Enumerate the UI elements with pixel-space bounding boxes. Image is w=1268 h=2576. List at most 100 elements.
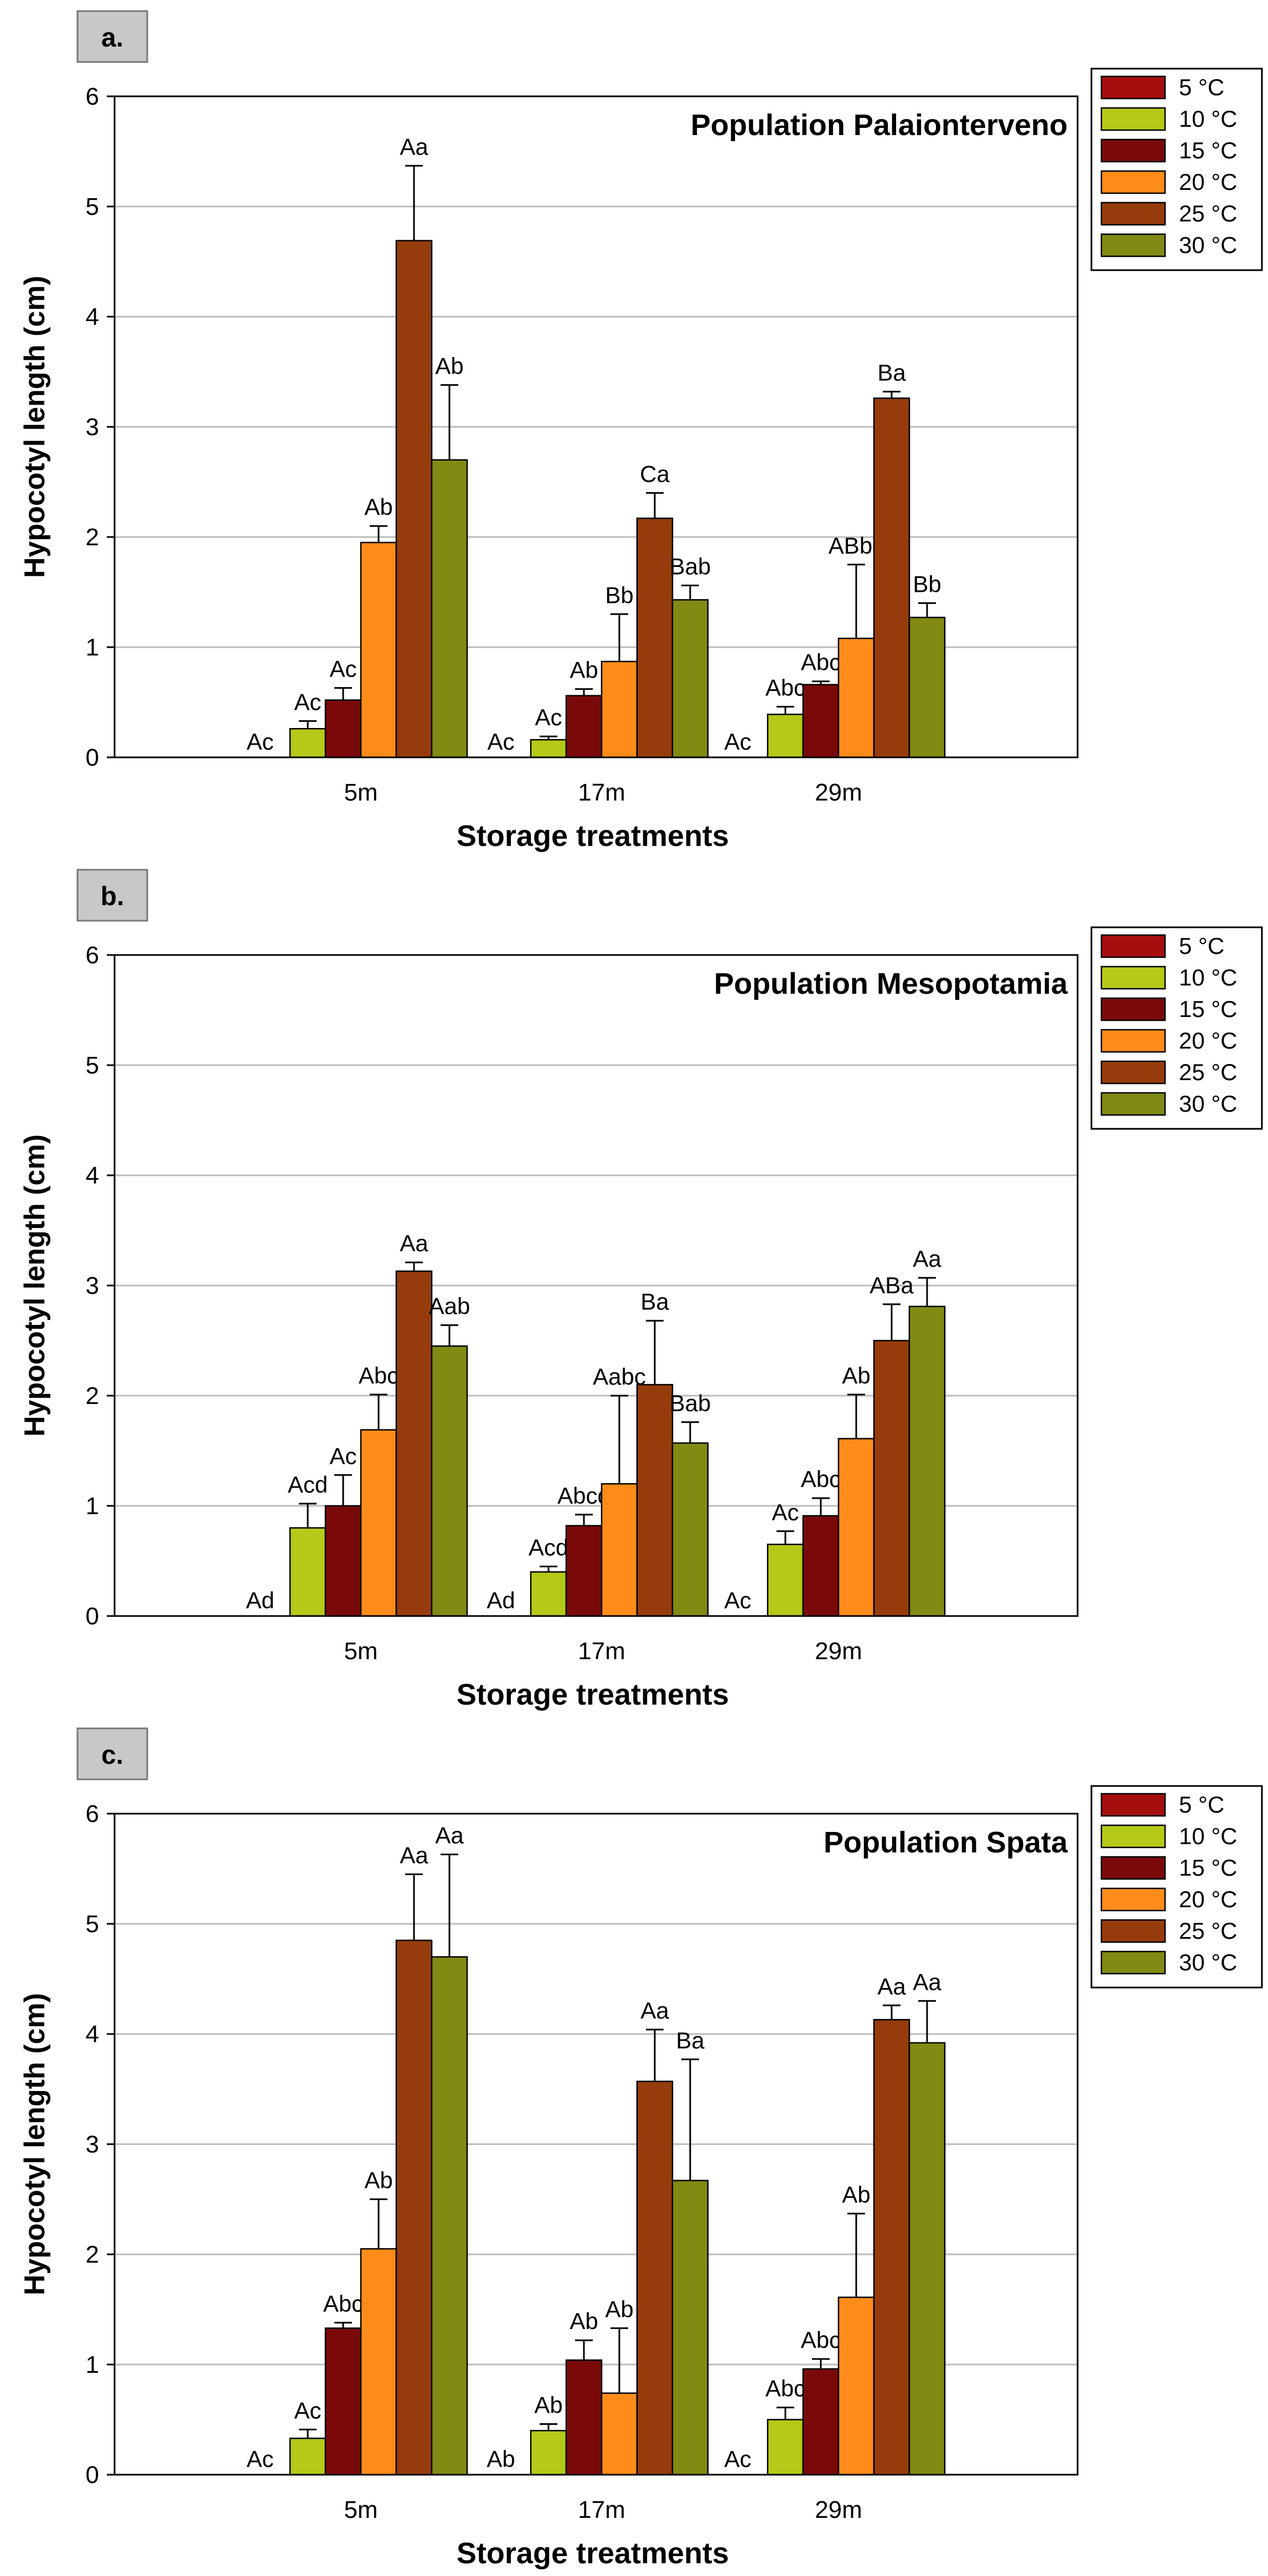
- significance-label: Ad: [487, 1587, 515, 1613]
- plot-frame: [113, 95, 1079, 758]
- significance-label: Ac: [294, 2397, 321, 2423]
- bar: [289, 1527, 327, 1617]
- significance-label: Ba: [640, 1289, 669, 1315]
- bar: [324, 1505, 362, 1617]
- bar: [565, 2359, 603, 2476]
- legend-swatch: [1100, 1092, 1166, 1116]
- legend-label: 15 °C: [1179, 1855, 1238, 1881]
- bar: [908, 2042, 946, 2476]
- significance-label: Ac: [724, 2446, 751, 2472]
- legend-label: 20 °C: [1179, 1028, 1238, 1054]
- y-tick-label: 0: [86, 744, 99, 771]
- x-tick-label: 29m: [815, 779, 862, 806]
- x-axis-label: Storage treatments: [457, 1678, 729, 1711]
- significance-label: Bb: [605, 582, 633, 608]
- legend-label: 15 °C: [1179, 996, 1238, 1022]
- x-axis-label: Storage treatments: [457, 2537, 729, 2570]
- x-tick-label: 5m: [344, 2496, 377, 2523]
- significance-label: Ac: [724, 729, 751, 755]
- y-tick-label: 1: [86, 1493, 99, 1520]
- legend-label: 10 °C: [1179, 106, 1238, 132]
- plot-frame: [113, 1813, 1079, 2476]
- x-tick-label: 29m: [815, 1638, 862, 1665]
- bar: [431, 1956, 468, 2476]
- significance-label: Aa: [400, 1842, 428, 1868]
- y-tick-label: 2: [86, 2241, 99, 2268]
- significance-label: Aa: [400, 1230, 428, 1256]
- chart-title: Population Palaionterveno: [691, 109, 1068, 142]
- significance-label: Abc: [801, 1466, 841, 1492]
- bar: [530, 2430, 567, 2476]
- panel-label-box: [76, 10, 148, 63]
- legend-swatch: [1100, 1856, 1166, 1880]
- panel-label: a.: [101, 23, 123, 53]
- significance-label: Ac: [246, 729, 273, 755]
- significance-label: Ac: [724, 1587, 751, 1613]
- bar: [671, 599, 709, 758]
- x-tick-label: 17m: [578, 2496, 625, 2523]
- bar: [395, 1939, 433, 2476]
- bar: [873, 398, 910, 758]
- significance-label: Ac: [246, 2446, 273, 2472]
- bar: [802, 1515, 840, 1617]
- bar: [289, 728, 327, 758]
- significance-label: Aa: [913, 1246, 941, 1272]
- bar: [324, 2327, 362, 2476]
- panel-label: b.: [101, 882, 125, 911]
- legend-swatch: [1100, 1950, 1166, 1975]
- significance-label: Abc: [801, 649, 841, 675]
- legend-swatch: [1100, 1919, 1166, 1943]
- y-tick-label: 0: [86, 2461, 99, 2489]
- bar: [873, 1340, 910, 1617]
- legend-label: 25 °C: [1179, 1059, 1238, 1085]
- significance-label: Ab: [842, 2181, 870, 2207]
- significance-label: Bb: [913, 571, 941, 597]
- y-tick-label: 1: [86, 2351, 99, 2378]
- y-tick-label: 3: [86, 1272, 99, 1299]
- x-tick-label: 5m: [344, 1638, 377, 1665]
- legend-label: 10 °C: [1179, 1823, 1238, 1849]
- legend-label: 15 °C: [1179, 137, 1238, 163]
- significance-label: Ab: [364, 494, 392, 520]
- bar: [767, 1543, 804, 1617]
- bar: [360, 541, 397, 758]
- chart-panel-a: a. 0 1 2 3 4 5 6 Ac Ac Ac Ab Aa Ab 5m Ac Ac Ab Bb Ca Bab 17m A…: [19, 10, 1263, 853]
- significance-label: Ac: [329, 656, 356, 682]
- legend-swatch: [1100, 1824, 1166, 1849]
- chart-panel-c: c. 0 1 2 3 4 5 6 Ac Ac Abc Ab Aa Aa 5m Ab Ab Ab Ab Aa Ba 17m A…: [19, 1727, 1263, 2570]
- x-tick-label: 29m: [815, 2496, 862, 2523]
- bar: [767, 714, 804, 758]
- significance-label: Acd: [529, 1534, 568, 1560]
- significance-label: Abc: [765, 2376, 805, 2402]
- significance-label: Aa: [400, 133, 428, 159]
- y-axis-label: Hypocotyl length (cm): [19, 1134, 51, 1437]
- x-tick-label: 5m: [344, 779, 377, 806]
- significance-label: Acd: [288, 1472, 328, 1498]
- bar: [431, 1345, 468, 1617]
- legend-label: 30 °C: [1179, 1949, 1238, 1975]
- significance-label: Ab: [605, 2296, 633, 2322]
- bar: [908, 617, 946, 758]
- bar: [636, 2081, 674, 2476]
- chart-title: Population Mesopotamia: [714, 967, 1068, 1000]
- significance-label: Abc: [323, 2290, 363, 2316]
- significance-label: Ab: [842, 1362, 870, 1388]
- y-tick-label: 4: [86, 1162, 99, 1189]
- y-tick-label: 5: [86, 1911, 99, 1938]
- panel-label-box: [76, 1727, 148, 1780]
- significance-label: Bab: [670, 554, 711, 580]
- legend-label: 25 °C: [1179, 200, 1238, 226]
- y-tick-label: 2: [86, 1382, 99, 1410]
- significance-label: Ab: [487, 2446, 515, 2472]
- significance-label: Ac: [535, 704, 562, 730]
- y-tick-label: 5: [86, 1052, 99, 1079]
- legend-label: 5 °C: [1179, 1792, 1224, 1818]
- bar: [565, 1525, 603, 1617]
- significance-label: Ac: [772, 1499, 799, 1525]
- y-tick-label: 2: [86, 524, 99, 551]
- significance-label: Ba: [676, 2027, 705, 2053]
- y-tick-label: 1: [86, 634, 99, 661]
- bar: [671, 1442, 709, 1617]
- significance-label: Ad: [246, 1587, 274, 1613]
- significance-label: ABa: [870, 1272, 914, 1298]
